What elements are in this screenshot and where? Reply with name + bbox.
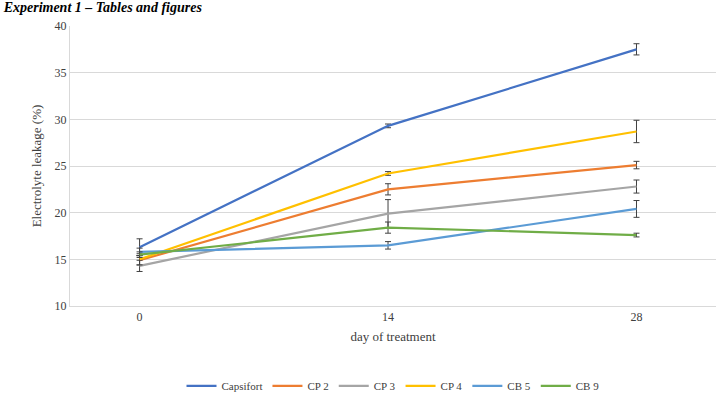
svg-text:14: 14 bbox=[382, 310, 394, 324]
svg-text:20: 20 bbox=[55, 206, 67, 220]
svg-text:25: 25 bbox=[55, 159, 67, 173]
svg-text:CP 4: CP 4 bbox=[441, 380, 463, 392]
svg-text:0: 0 bbox=[137, 310, 143, 324]
svg-text:Capsifort: Capsifort bbox=[222, 380, 263, 392]
svg-text:CB 5: CB 5 bbox=[507, 380, 530, 392]
svg-text:10: 10 bbox=[55, 299, 67, 313]
svg-text:Experiment 1 – Tables and figu: Experiment 1 – Tables and figures bbox=[3, 0, 203, 15]
svg-text:28: 28 bbox=[630, 310, 642, 324]
svg-text:Electrolyte leakage (%): Electrolyte leakage (%) bbox=[29, 105, 44, 228]
svg-text:30: 30 bbox=[55, 113, 67, 127]
svg-text:35: 35 bbox=[55, 66, 67, 80]
svg-text:CB 9: CB 9 bbox=[576, 380, 599, 392]
svg-text:15: 15 bbox=[55, 253, 67, 267]
svg-text:CP 3: CP 3 bbox=[374, 380, 396, 392]
svg-text:CP 2: CP 2 bbox=[307, 380, 328, 392]
svg-text:day of treatment: day of treatment bbox=[350, 329, 436, 344]
svg-text:40: 40 bbox=[55, 19, 67, 33]
